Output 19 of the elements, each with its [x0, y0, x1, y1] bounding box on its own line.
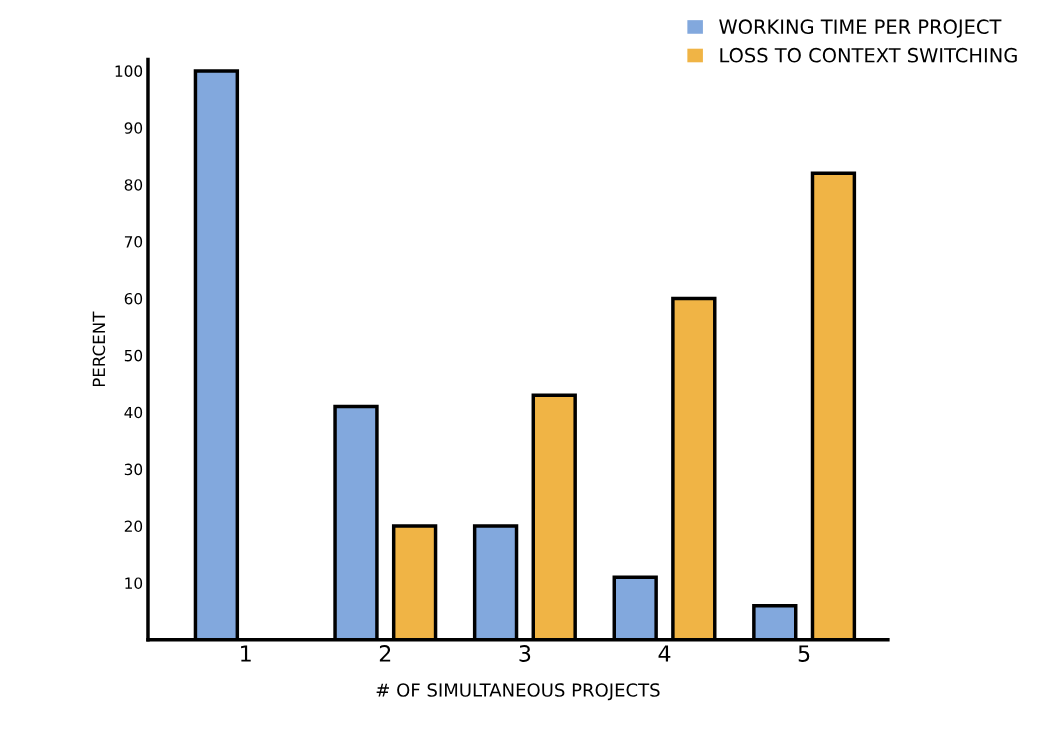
x-tick-label: 4 — [658, 645, 671, 662]
x-tick-label: 1 — [241, 645, 251, 662]
y-tick-label: 30 — [124, 463, 143, 476]
x-axis-title: # OF SIMULTANEOUS PROJECTS — [376, 683, 660, 701]
y-tick-label: 60 — [124, 292, 143, 305]
y-tick-label: 50 — [124, 349, 143, 362]
legend-label: WORKING TIME PER PROJECT — [719, 19, 1002, 38]
y-tick-label: 90 — [124, 122, 143, 134]
x-tick-label: 5 — [798, 645, 810, 662]
y-tick-label: 70 — [124, 236, 143, 248]
y-tick-label: 80 — [124, 179, 143, 191]
y-tick-label: 10 — [125, 577, 143, 589]
y-tick-label: 40 — [124, 406, 143, 419]
y-axis-title: PERCENT — [92, 311, 106, 387]
y-tick-label: 20 — [124, 520, 143, 533]
legend-label: LOSS TO CONTEXT SWITCHING — [720, 47, 1017, 63]
x-tick-label: 3 — [519, 645, 531, 662]
y-tick-label: 100 — [115, 65, 143, 77]
x-tick-label: 2 — [379, 645, 391, 662]
